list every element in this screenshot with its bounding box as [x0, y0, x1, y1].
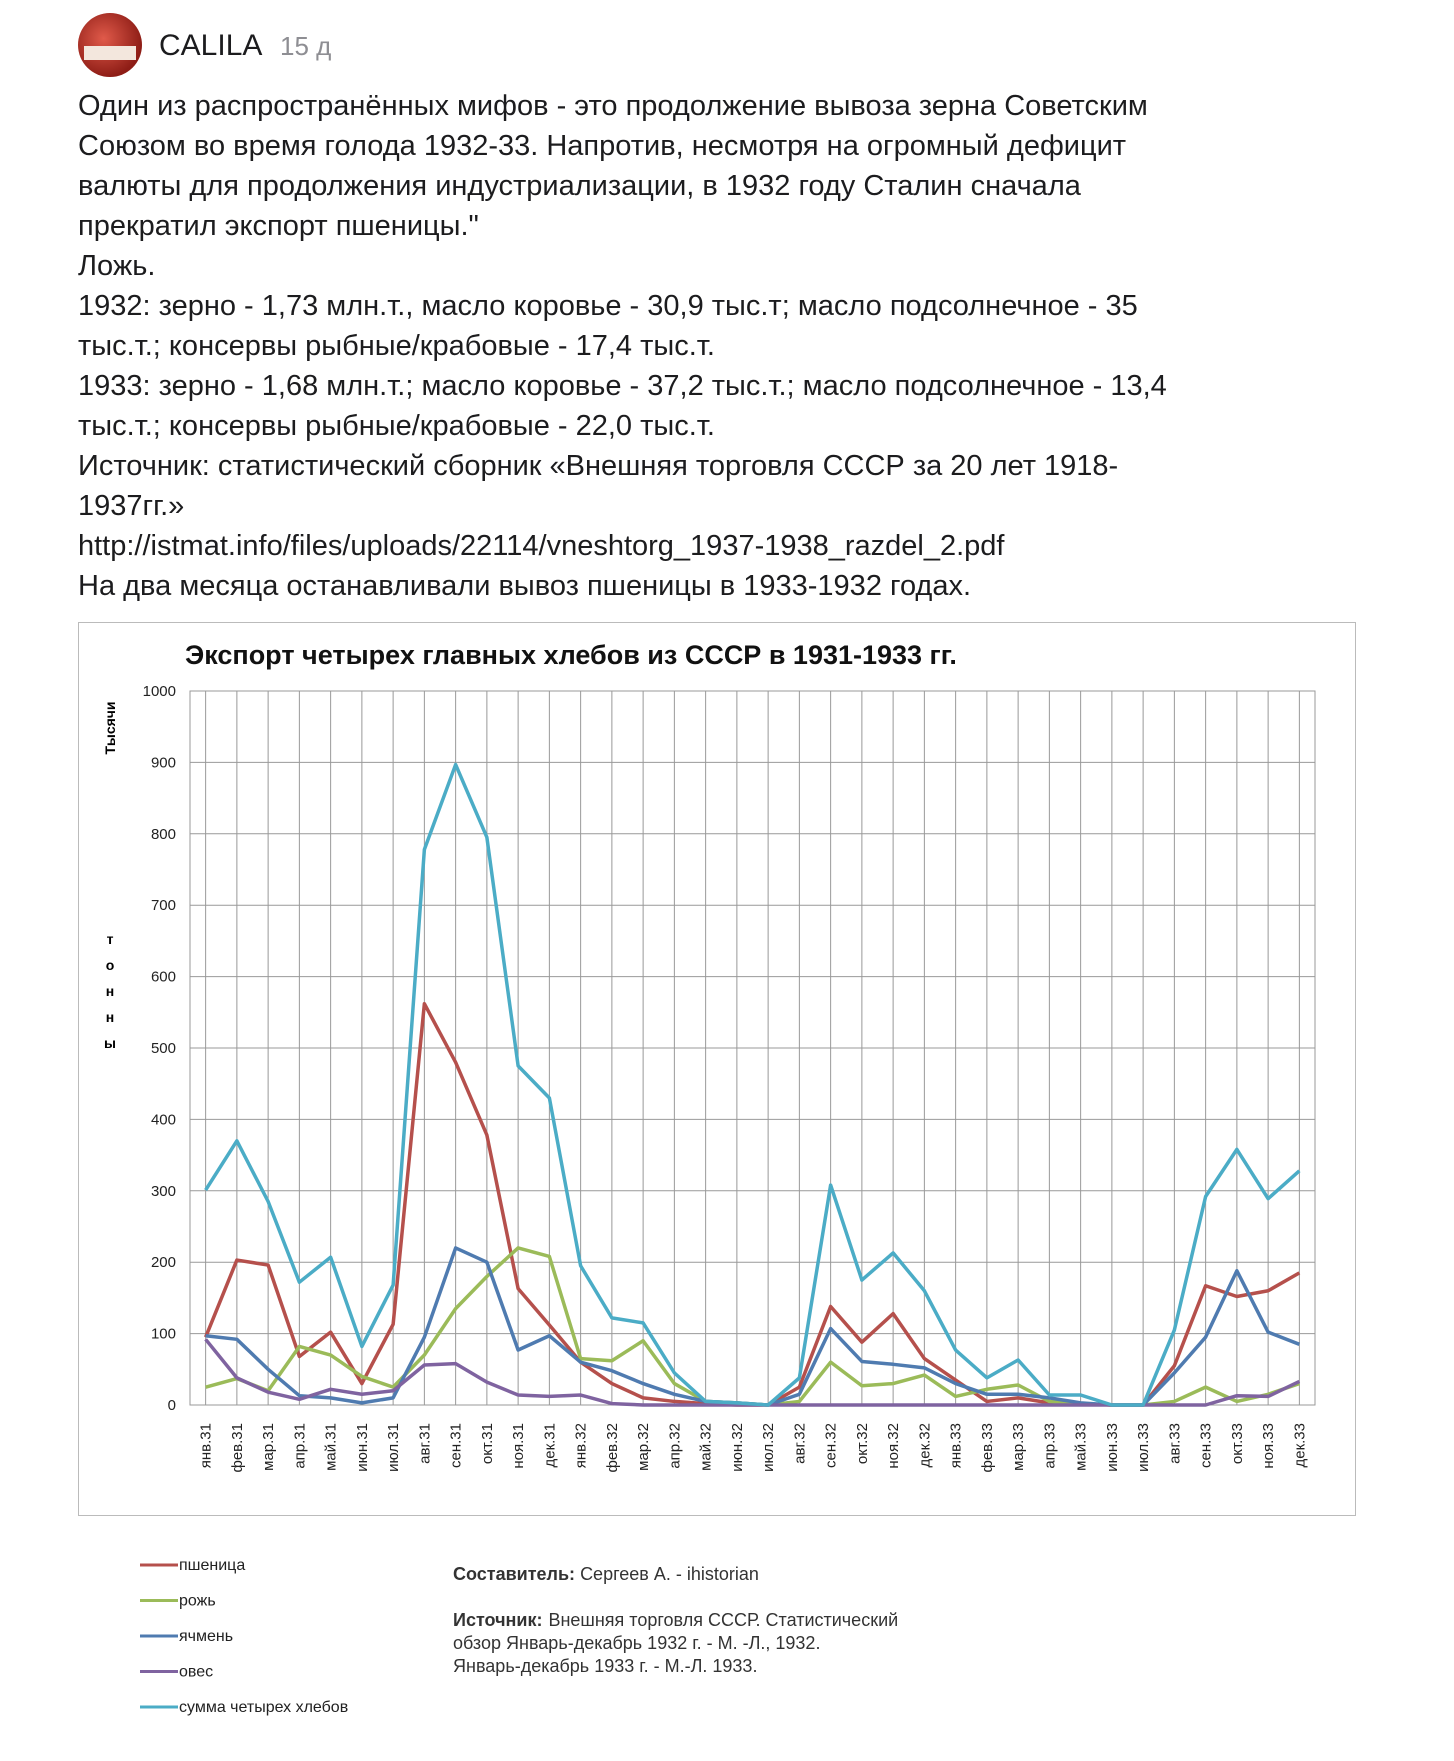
y-tick-label: 0: [168, 1397, 176, 1414]
y-tick-label: 400: [151, 1111, 176, 1128]
post-line: валюты для продолжения индустриализации,…: [78, 170, 1082, 202]
x-tick-label: авг.32: [791, 1423, 808, 1464]
x-tick-label: май.31: [323, 1423, 340, 1471]
post-line: тыс.т.; консервы рыбные/крабовые - 22,0 …: [78, 410, 715, 442]
y-units: Тысячи: [102, 701, 118, 754]
compiler-name: Сергеев А. - ihistorian: [580, 1564, 759, 1584]
x-tick-label: авг.31: [416, 1423, 433, 1464]
legend-label: пшеница: [179, 1557, 245, 1574]
compiler-label: Составитель:: [453, 1564, 575, 1584]
post-line: Источник: статистический сборник «Внешня…: [78, 450, 1118, 482]
source-label: Источник:: [453, 1610, 542, 1630]
x-tick-label: сен.32: [823, 1423, 840, 1468]
x-tick-label: ноя.33: [1260, 1423, 1277, 1469]
legend-label: сумма четырех хлебов: [179, 1699, 348, 1716]
x-tick-label: май.33: [1073, 1423, 1090, 1471]
x-tick-label: сен.33: [1198, 1423, 1215, 1468]
y-tick-label: 900: [151, 754, 176, 771]
y-tick-label: 800: [151, 826, 176, 843]
source-line: Январь-декабрь 1933 г. - М.-Л. 1933.: [453, 1656, 757, 1676]
compiler: Составитель: Сергеев А. - ihistorian: [453, 1564, 759, 1584]
x-tick-label: июл.33: [1135, 1423, 1152, 1472]
y-tick-label: 600: [151, 969, 176, 986]
post-line: http://istmat.info/files/uploads/22114/v…: [78, 530, 1005, 562]
x-tick-label: фев.31: [229, 1423, 246, 1473]
post-line: 1937гг.»: [78, 490, 184, 522]
x-tick-label: июн.31: [354, 1423, 371, 1472]
x-tick-label: окт.31: [479, 1423, 496, 1464]
post-line: тыс.т.; консервы рыбные/крабовые - 17,4 …: [78, 330, 715, 362]
post-line: На два месяца останавливали вывоз пшениц…: [78, 570, 971, 602]
y-tick-label: 1000: [143, 683, 176, 700]
x-tick-label: янв.33: [948, 1423, 965, 1468]
chart-title: Экспорт четырех главных хлебов из СССР в…: [185, 640, 957, 670]
x-tick-label: ноя.32: [885, 1423, 902, 1469]
x-tick-label: ноя.31: [510, 1423, 527, 1469]
series-line: [204, 762, 1301, 1407]
x-tick-label: апр.32: [666, 1423, 683, 1469]
x-tick-label: дек.32: [916, 1423, 933, 1468]
x-tick-label: янв.32: [573, 1423, 590, 1468]
y-tick-label: 100: [151, 1326, 176, 1343]
avatar[interactable]: [78, 13, 142, 77]
x-tick-label: июн.32: [729, 1423, 746, 1472]
legend-label: рожь: [179, 1593, 216, 1610]
x-tick-label: апр.31: [291, 1423, 308, 1469]
x-tick-label: июн.33: [1104, 1423, 1121, 1472]
x-tick-label: окт.32: [854, 1423, 871, 1464]
post-line: Один из распространённых мифов - это про…: [78, 90, 1148, 122]
legend-label: овес: [179, 1664, 213, 1681]
x-tick-label: дек.33: [1291, 1423, 1308, 1468]
post-line: Союзом во время голода 1932-33. Напротив…: [78, 130, 1126, 162]
post-line: прекратил экспорт пшеницы.": [78, 210, 479, 242]
y-label: тонны: [102, 931, 118, 1061]
x-tick-label: окт.33: [1229, 1423, 1246, 1464]
x-tick-label: фев.32: [604, 1423, 621, 1473]
author[interactable]: CALILA: [159, 29, 262, 62]
avatar-banner: [84, 46, 136, 60]
x-tick-label: фев.33: [979, 1423, 996, 1473]
y-tick-label: 500: [151, 1040, 176, 1057]
x-tick-label: июл.31: [385, 1423, 402, 1472]
y-tick-label: 700: [151, 897, 176, 914]
x-tick-label: дек.31: [541, 1423, 558, 1468]
y-tick-label: 300: [151, 1183, 176, 1200]
x-tick-label: апр.33: [1041, 1423, 1058, 1469]
x-tick-label: июл.32: [760, 1423, 777, 1472]
source: Источник: Внешняя торговля СССР. Статисти…: [453, 1610, 898, 1676]
x-tick-label: мар.32: [635, 1423, 652, 1471]
x-tick-label: мар.33: [1010, 1423, 1027, 1471]
time: 15 д: [280, 31, 331, 61]
source-line: обзор Январь-декабрь 1932 г. - М. -Л., 1…: [453, 1633, 820, 1653]
x-tick-label: мар.31: [260, 1423, 277, 1471]
x-tick-label: май.32: [698, 1423, 715, 1471]
x-tick-label: авг.33: [1166, 1423, 1183, 1464]
source-line: Внешняя торговля СССР. Статистический: [548, 1610, 898, 1630]
x-tick-label: сен.31: [448, 1423, 465, 1468]
legend-label: ячмень: [179, 1628, 233, 1645]
post-line: 1932: зерно - 1,73 млн.т., масло коровье…: [78, 290, 1138, 322]
x-tick-label: янв.31: [198, 1423, 215, 1468]
post-line: Ложь.: [78, 250, 155, 282]
post-line: 1933: зерно - 1,68 млн.т.; масло коровье…: [78, 370, 1167, 402]
y-tick-label: 200: [151, 1254, 176, 1271]
